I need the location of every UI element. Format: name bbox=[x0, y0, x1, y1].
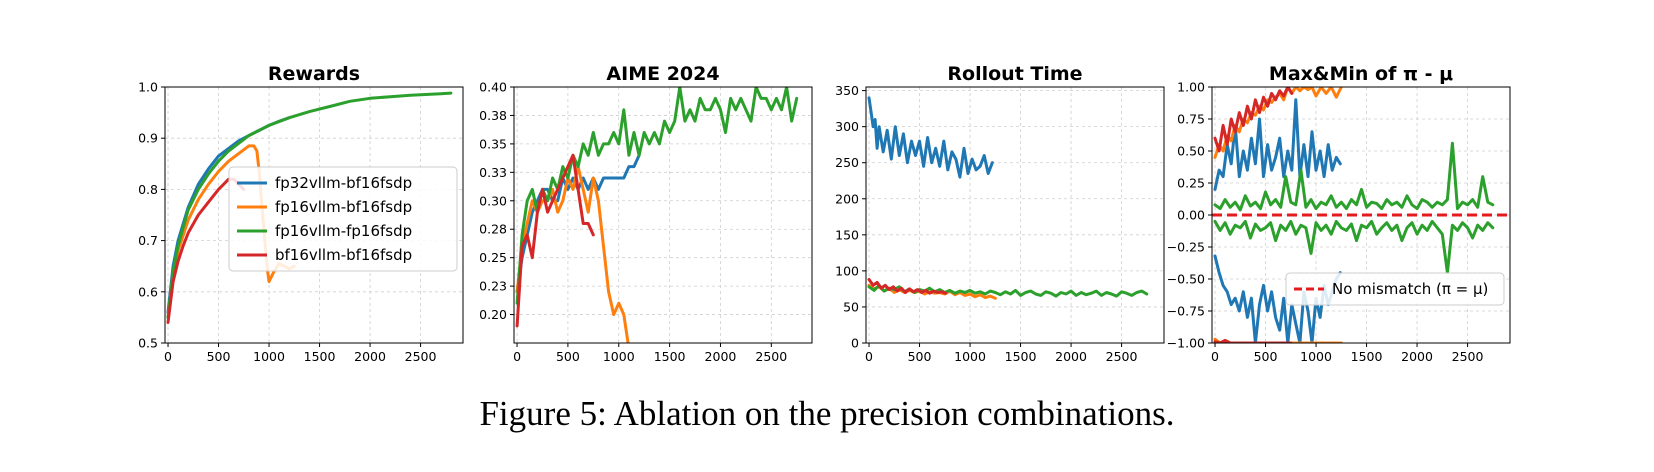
x-tick-label: 500 bbox=[908, 349, 932, 364]
x-tick-label: 1000 bbox=[1300, 349, 1332, 364]
y-tick-label: 300 bbox=[835, 119, 859, 134]
x-tick-label: 0 bbox=[164, 349, 172, 364]
x-tick-label: 2500 bbox=[1106, 349, 1138, 364]
legend: No mismatch (π = μ) bbox=[1285, 272, 1505, 306]
x-tick-label: 0 bbox=[1211, 349, 1219, 364]
y-tick-label: 0.9 bbox=[138, 131, 158, 146]
y-tick-label: 0.30 bbox=[479, 193, 507, 208]
x-tick-label: 2500 bbox=[405, 349, 437, 364]
chart-title: AIME 2024 bbox=[606, 63, 719, 85]
chart-title: Rollout Time bbox=[947, 63, 1082, 85]
y-tick-label: 0.28 bbox=[479, 222, 507, 237]
x-tick-label: 1500 bbox=[1005, 349, 1037, 364]
rewards-panel: 0 500 1000 1500 2000 2500 0.5 0.6 0.7 0.8 0.9 1.0 Re… bbox=[138, 63, 464, 364]
y-tick-label: 0.8 bbox=[138, 182, 158, 197]
y-tick-label: 1.00 bbox=[1177, 80, 1205, 95]
x-tick-label: 0 bbox=[865, 349, 873, 364]
y-tick-label: 350 bbox=[835, 83, 859, 98]
legend: fp32vllm-bf16fsdp fp16vllm-bf16fsdp fp16vl… bbox=[228, 166, 458, 272]
aime-2024-panel: 0 500 1000 1500 2000 2500 0.20 0.23 0.25 0.28 0.30… bbox=[479, 63, 813, 364]
y-tick-label: 250 bbox=[835, 155, 859, 170]
axes-frame bbox=[164, 86, 464, 344]
series-line-fp16vllm-fp16fsdp bbox=[166, 91, 453, 319]
series-line-bf16vllm-bf16fsdp-min bbox=[1213, 338, 1293, 343]
x-tick-label: 1500 bbox=[1351, 349, 1383, 364]
y-tick-label: 0.75 bbox=[1177, 112, 1205, 127]
x-tick-label: 1000 bbox=[954, 349, 986, 364]
x-tick-label: 2500 bbox=[755, 349, 787, 364]
y-tick-label: −1.00 bbox=[1167, 336, 1205, 351]
legend-label: fp16vllm-fp16fsdp bbox=[275, 222, 412, 240]
series-line-fp32vllm-bf16fsdp bbox=[867, 96, 994, 179]
y-tick-label: 1.0 bbox=[138, 80, 158, 95]
chart-title: Rewards bbox=[268, 63, 360, 85]
x-tick-label: 1500 bbox=[654, 349, 686, 364]
chart-title: Max&Min of π - μ bbox=[1269, 63, 1453, 85]
x-tick-label: 500 bbox=[207, 349, 231, 364]
legend-label: bf16vllm-bf16fsdp bbox=[275, 246, 412, 264]
figure-caption: Figure 5: Ablation on the precision comb… bbox=[479, 394, 1175, 433]
x-tick-label: 500 bbox=[1254, 349, 1278, 364]
y-tick-label: 0.35 bbox=[479, 136, 507, 151]
x-tick-label: 2500 bbox=[1452, 349, 1484, 364]
y-tick-label: 100 bbox=[835, 263, 859, 278]
y-tick-label: 0.5 bbox=[138, 336, 158, 351]
x-tick-label: 2000 bbox=[1401, 349, 1433, 364]
legend-label: fp32vllm-bf16fsdp bbox=[275, 174, 412, 192]
x-tick-label: 2000 bbox=[705, 349, 737, 364]
series-line-bf16vllm-bf16fsdp bbox=[515, 153, 595, 328]
max-min-panel: 0 500 1000 1500 2000 2500 −1.00 −0.75 −0.50 −0.25… bbox=[1167, 63, 1511, 364]
rollout-time-panel: 0 500 1000 1500 2000 2500 0 50 100 150 200 250 300 35… bbox=[835, 63, 1165, 364]
y-tick-label: −0.50 bbox=[1167, 272, 1205, 287]
x-tick-label: 1000 bbox=[603, 349, 635, 364]
series-line-bf16vllm-bf16fsdp bbox=[867, 278, 948, 295]
figure: 0 500 1000 1500 2000 25000.50.60.70.80.91.0Re… bbox=[138, 63, 1511, 364]
y-tick-label: 0.25 bbox=[479, 250, 507, 265]
legend-label: No mismatch (π = μ) bbox=[1332, 280, 1488, 298]
y-tick-label: −0.75 bbox=[1167, 304, 1205, 319]
axes-frame bbox=[513, 86, 813, 344]
series-line-fp32vllm-bf16fsdp-min bbox=[1213, 254, 1342, 343]
y-tick-label: 0.38 bbox=[479, 108, 507, 123]
y-tick-label: 0.40 bbox=[479, 80, 507, 95]
y-tick-label: 150 bbox=[835, 227, 859, 242]
y-tick-label: 0.20 bbox=[479, 307, 507, 322]
series-line-fp32vllm-bf16fsdp-max bbox=[1213, 98, 1342, 191]
x-tick-label: 1000 bbox=[253, 349, 285, 364]
y-tick-label: 200 bbox=[835, 191, 859, 206]
x-tick-label: 2000 bbox=[1055, 349, 1087, 364]
series-line-fp16vllm-fp16fsdp-max bbox=[1213, 141, 1495, 212]
series-line-bf16vllm-bf16fsdp-max bbox=[1213, 87, 1294, 153]
axes-frame bbox=[865, 86, 1165, 344]
y-tick-label: 0.33 bbox=[479, 165, 507, 180]
x-tick-label: 1500 bbox=[304, 349, 336, 364]
y-tick-label: 0.6 bbox=[138, 284, 158, 299]
y-tick-label: 0.25 bbox=[1177, 176, 1205, 191]
y-tick-label: 0.00 bbox=[1177, 208, 1205, 223]
legend-label: fp16vllm-bf16fsdp bbox=[275, 198, 412, 216]
y-tick-label: 0 bbox=[851, 336, 859, 351]
x-tick-label: 500 bbox=[556, 349, 580, 364]
series-line-fp16vllm-fp16fsdp-min bbox=[1213, 219, 1495, 275]
y-tick-label: 0.23 bbox=[479, 279, 507, 294]
y-tick-label: 50 bbox=[843, 299, 859, 314]
x-tick-label: 0 bbox=[513, 349, 521, 364]
series-line-fp16vllm-fp16fsdp bbox=[515, 87, 799, 305]
x-tick-label: 2000 bbox=[354, 349, 386, 364]
y-tick-label: 0.7 bbox=[138, 233, 158, 248]
y-tick-label: −0.25 bbox=[1167, 240, 1205, 255]
y-tick-label: 0.50 bbox=[1177, 144, 1205, 159]
